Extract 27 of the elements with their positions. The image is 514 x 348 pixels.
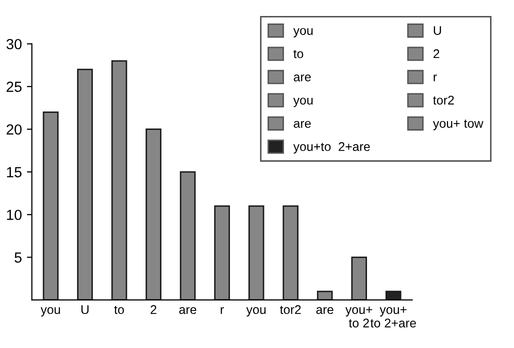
x-tick-label: U bbox=[81, 305, 89, 314]
legend-label: you bbox=[293, 28, 313, 38]
legend-label: r bbox=[434, 74, 437, 82]
y-tick-label: 15 bbox=[7, 167, 22, 178]
legend-label: you bbox=[293, 98, 313, 108]
legend-label: are bbox=[294, 74, 311, 82]
legend-label: tor2 bbox=[433, 96, 454, 105]
legend-label: you+ tow bbox=[432, 120, 484, 130]
y-tick-label: 25 bbox=[6, 82, 22, 92]
x-tick-label: are bbox=[179, 307, 196, 314]
x-tick-label: you+ to 2+are bbox=[370, 306, 416, 328]
legend-label: to bbox=[293, 50, 304, 58]
y-tick-label: 10 bbox=[7, 210, 22, 220]
legend-label: you+to 2+are bbox=[293, 142, 370, 154]
legend-label: 2 bbox=[434, 49, 440, 58]
x-tick-label: r bbox=[220, 307, 224, 314]
y-tick-label: 30 bbox=[6, 38, 22, 50]
y-tick-label: 20 bbox=[6, 124, 22, 135]
x-tick-label: to bbox=[114, 306, 124, 314]
x-tick-label: you bbox=[40, 307, 60, 316]
legend-label: U bbox=[434, 26, 441, 35]
y-tick-label: 5 bbox=[14, 252, 22, 263]
x-tick-label: 2 bbox=[150, 305, 156, 314]
legend-label: are bbox=[294, 120, 311, 128]
x-tick-label: you bbox=[246, 307, 266, 316]
x-tick-label: tor2 bbox=[280, 305, 301, 314]
x-tick-label: are bbox=[316, 307, 334, 314]
